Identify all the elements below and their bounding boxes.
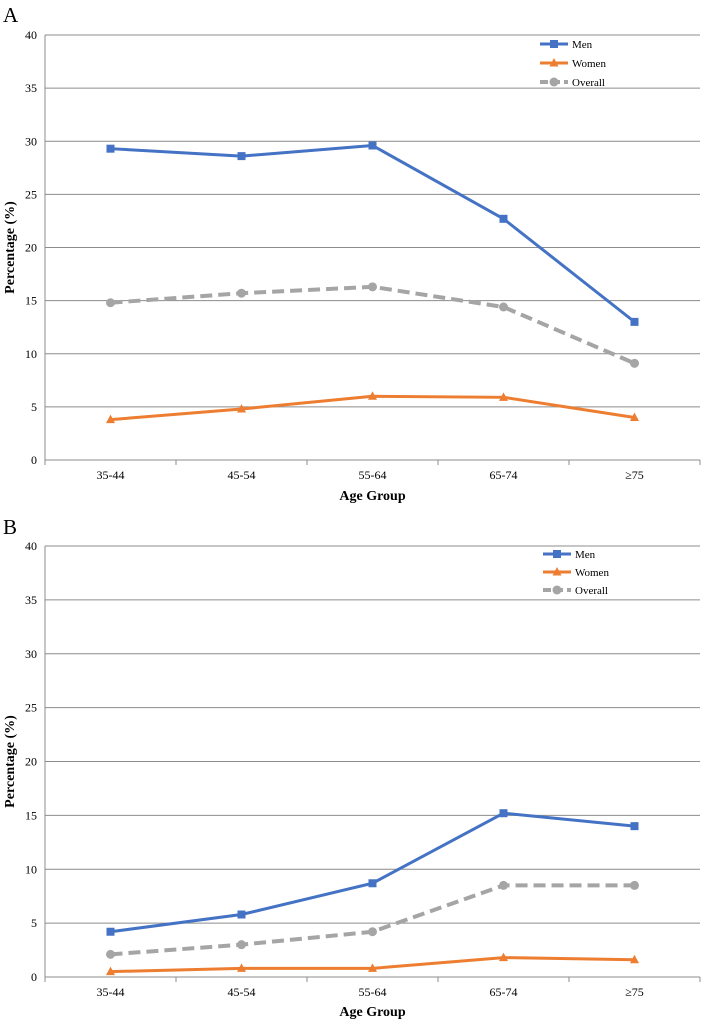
x-tick-label: ≥75 [625,985,644,999]
data-point-women [106,414,115,424]
x-axis-title: Age Group [339,489,405,504]
series-line-women [110,394,635,422]
data-point-men [368,879,377,888]
x-tick-label: 45-54 [228,985,256,999]
y-tick-label: 0 [31,453,37,467]
data-point-overall [630,358,639,368]
series-men [106,141,639,326]
y-tick-label: 5 [31,916,37,930]
legend-label: Overall [572,77,605,89]
y-tick-label: 40 [25,28,37,42]
x-tick-label: 45-54 [228,468,256,482]
series-men [106,809,639,936]
legend-marker-men [550,40,558,48]
data-point-overall [499,302,508,312]
y-tick-label: 20 [25,755,37,769]
data-point-overall [368,282,377,292]
data-point-women [630,412,639,421]
data-point-overall [368,927,377,937]
y-tick-label: 35 [25,593,37,607]
series-women [106,952,639,976]
data-point-women [368,963,377,972]
panel-label: A [3,3,19,27]
legend-marker-women [552,567,562,576]
legend-label: Men [575,549,596,561]
data-point-overall [106,298,115,308]
data-point-women [106,966,115,976]
y-tick-label: 0 [31,970,37,984]
data-point-men [630,317,639,326]
x-axis-title: Age Group [339,1005,405,1020]
y-tick-label: 15 [25,808,37,822]
series-women [106,391,639,424]
chart-panel-b: B 0 5 10 15 20 25 30 35 40 35-44 45-54 55-64 65-74 ≥75… [3,515,701,1020]
data-point-overall [237,940,246,950]
legend-label: Women [572,58,606,70]
series-line-overall [110,284,636,366]
y-tick-label: 15 [25,294,37,308]
y-tick-label: 40 [25,539,37,553]
panel-label: B [3,515,17,539]
y-tick-label: 35 [25,81,37,95]
series-overall [106,282,639,368]
data-point-women [237,963,246,972]
data-point-women [499,952,508,962]
data-point-men [237,152,246,161]
legend-marker-overall [549,77,559,87]
y-tick-label: 25 [25,187,37,201]
data-point-men [499,214,508,223]
y-axis-title: Percentage (%) [3,201,18,294]
legend: Men Women Overall [540,39,606,89]
legend-marker-women [549,58,559,67]
data-point-women [237,404,246,413]
data-point-overall [237,288,246,298]
y-tick-label: 10 [25,862,37,876]
data-point-women [630,954,639,964]
data-point-men [106,927,115,936]
x-tick-label: 65-74 [490,985,518,999]
series-line-men [110,811,635,934]
data-point-men [368,141,377,150]
legend: Men Women Overall [543,549,609,597]
data-point-men [237,910,246,919]
data-point-men [630,822,639,831]
series-overall [106,880,639,959]
y-tick-label: 20 [25,241,37,255]
data-point-women [499,392,508,401]
y-tick-label: 10 [25,347,37,361]
y-axis-title: Percentage (%) [3,715,18,808]
y-tick-label: 30 [25,647,37,661]
data-point-men [106,144,115,153]
x-tick-label: 65-74 [490,468,518,482]
legend-marker-overall [552,585,562,595]
chart-panel-a: A 0 5 10 15 20 25 30 35 40 35-44 45-54 55-64 65-74 ≥75… [3,3,701,504]
data-point-overall [630,880,639,890]
x-tick-label: ≥75 [625,468,644,482]
legend-label: Overall [575,585,608,597]
legend-marker-men [553,550,561,558]
x-tick-label: 55-64 [359,985,387,999]
data-point-men [499,809,508,818]
legend-label: Men [572,39,593,51]
y-tick-label: 5 [31,400,37,414]
x-tick-label: 55-64 [359,468,387,482]
y-tick-label: 30 [25,134,37,148]
x-tick-label: 35-44 [97,468,125,482]
x-tick-label: 35-44 [97,985,125,999]
y-tick-label: 25 [25,701,37,715]
legend-label: Women [575,567,609,579]
data-point-overall [106,949,115,959]
data-point-women [368,391,377,400]
data-point-overall [499,880,508,890]
